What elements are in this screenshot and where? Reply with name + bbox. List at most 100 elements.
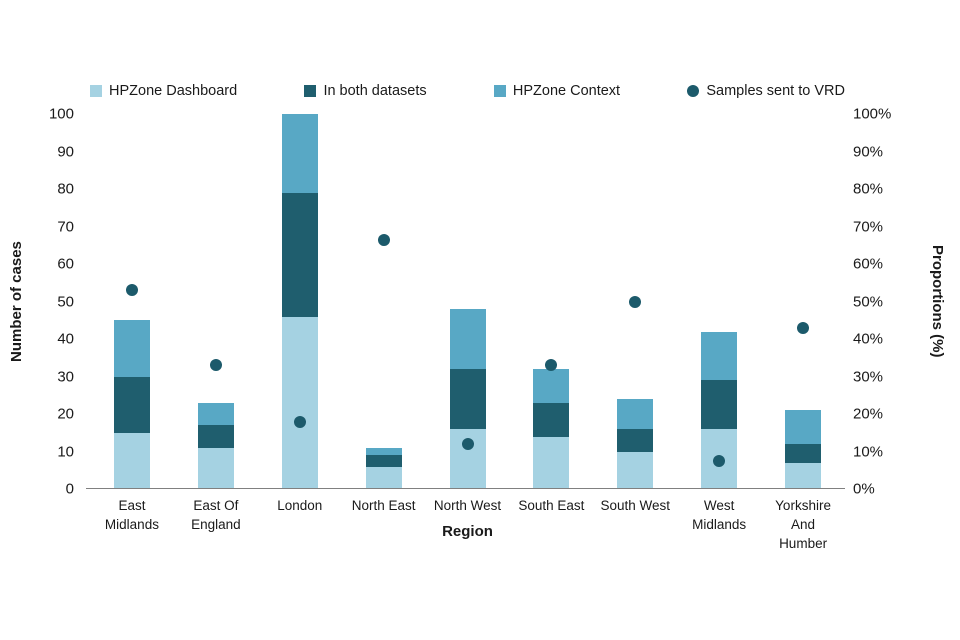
bars-container <box>90 114 845 489</box>
bar-segment-hpzone-context <box>449 309 486 369</box>
stacked-bar-north-west <box>449 309 486 489</box>
x-tick-south-west: South West <box>600 498 671 513</box>
bar-segment-in-both-datasets <box>449 369 486 429</box>
stacked-bar-east-midlands <box>113 320 150 489</box>
point-samples-sent-to-vrd <box>461 438 474 450</box>
point-samples-sent-to-vrd <box>797 321 810 334</box>
point-samples-sent-to-vrd <box>125 284 138 297</box>
legend: HPZone Dashboard In both datasets HPZone C… <box>90 83 845 99</box>
legend-label: HPZone Dashboard <box>109 83 238 99</box>
bar-segment-hpzone-dashboard <box>365 466 402 489</box>
bar-segment-in-both-datasets <box>617 429 654 452</box>
point-samples-sent-to-vrd <box>545 359 558 372</box>
bar-segment-in-both-datasets <box>113 376 150 433</box>
legend-item-hpzone-dashboard: HPZone Dashboard <box>90 83 237 99</box>
bar-segment-hpzone-dashboard <box>197 447 234 489</box>
point-samples-sent-to-vrd <box>377 233 390 246</box>
bar-segment-hpzone-context <box>281 114 318 193</box>
x-tick-south-east: South East <box>518 498 585 513</box>
y-tick-left-0: 0 <box>65 480 74 498</box>
legend-item-in-both-datasets: In both datasets <box>304 83 427 99</box>
plot-area <box>86 114 845 489</box>
y-axis-right: 0% 10% 20% 30% 40% 50% 60% 70% 80% 90% 100% <box>853 106 923 498</box>
y-tick-left-40: 40 <box>57 330 74 348</box>
x-tick-north-west: North West <box>433 498 502 513</box>
y-tick-right-100: 100% <box>853 105 892 123</box>
y-tick-right-0: 0% <box>853 480 875 498</box>
y-tick-left-70: 70 <box>57 218 74 235</box>
stacked-bar-yorkshire-and-humber <box>785 410 822 489</box>
stacked-bar-south-east <box>533 369 570 489</box>
x-tick-west-midlands: West Midlands <box>692 498 747 532</box>
bar-segment-hpzone-context <box>113 320 150 377</box>
bar-group-west-midlands <box>677 114 761 489</box>
stacked-bar-london <box>281 114 318 489</box>
y-tick-right-50: 50% <box>853 293 884 310</box>
bar-segment-in-both-datasets <box>281 192 318 317</box>
x-tick-yorkshire-and-humber: Yorkshire And Humber <box>775 498 831 551</box>
y-tick-left-10: 10 <box>57 443 74 460</box>
bar-segment-hpzone-dashboard <box>113 432 150 489</box>
y-tick-left-50: 50 <box>57 293 74 310</box>
y-tick-right-70: 70% <box>853 218 884 235</box>
bar-group-north-west <box>426 114 510 489</box>
bar-segment-in-both-datasets <box>533 402 570 437</box>
x-axis: East Midlands East Of England London North … <box>90 497 845 554</box>
legend-item-samples-sent-to-vrd: Samples sent to VRD <box>687 83 845 99</box>
x-axis-title: Region <box>442 523 493 540</box>
y-tick-left-20: 20 <box>57 405 74 423</box>
point-samples-sent-to-vrd <box>629 295 642 308</box>
stacked-bar-south-west <box>617 399 654 489</box>
bar-group-yorkshire-and-humber <box>761 114 845 489</box>
y-axis-title-right: Proportions (%) <box>929 245 946 358</box>
bar-group-london <box>258 114 342 489</box>
square-marker-icon <box>493 85 506 97</box>
bar-segment-in-both-datasets <box>701 380 738 429</box>
bar-group-north-east <box>342 114 426 489</box>
x-axis-line <box>86 488 845 489</box>
x-tick-north-east: North East <box>351 498 416 513</box>
bar-segment-hpzone-dashboard <box>281 316 318 489</box>
bar-segment-in-both-datasets <box>785 444 822 463</box>
bar-segment-hpzone-dashboard <box>785 462 822 489</box>
y-tick-right-90: 90% <box>853 143 884 160</box>
bar-segment-in-both-datasets <box>365 455 402 467</box>
bar-segment-hpzone-context <box>533 369 570 403</box>
y-tick-left-60: 60 <box>57 255 74 273</box>
y-tick-right-60: 60% <box>853 255 884 273</box>
y-tick-right-80: 80% <box>853 180 884 198</box>
bar-group-south-west <box>593 114 677 489</box>
point-samples-sent-to-vrd <box>713 454 726 467</box>
y-tick-left-100: 100 <box>48 105 74 123</box>
point-samples-sent-to-vrd <box>293 415 306 428</box>
legend-label: HPZone Context <box>512 83 621 99</box>
x-tick-london: London <box>277 498 323 513</box>
y-tick-right-30: 30% <box>853 368 884 385</box>
x-tick-east-of-england: East Of England <box>191 498 241 532</box>
square-marker-icon <box>90 85 102 97</box>
legend-label: In both datasets <box>323 83 427 99</box>
y-tick-left-80: 80 <box>57 180 74 198</box>
y-axis-left: 0 10 20 30 40 50 60 70 80 90 100 <box>0 106 80 498</box>
y-tick-right-20: 20% <box>853 405 884 423</box>
bar-segment-hpzone-context <box>197 402 234 426</box>
y-tick-right-10: 10% <box>853 443 884 460</box>
bar-segment-hpzone-context <box>617 399 654 429</box>
square-marker-icon <box>304 85 317 97</box>
bar-segment-hpzone-dashboard <box>617 451 654 489</box>
stacked-bar-east-of-england <box>197 402 234 489</box>
y-tick-right-40: 40% <box>853 330 884 348</box>
point-samples-sent-to-vrd <box>209 359 222 372</box>
stacked-bar-north-east <box>365 447 402 489</box>
y-tick-left-90: 90 <box>57 143 74 160</box>
x-tick-east-midlands: East Midlands <box>104 498 159 532</box>
bar-segment-hpzone-context <box>701 331 738 381</box>
bar-group-east-of-england <box>174 114 258 489</box>
legend-label: Samples sent to VRD <box>706 83 845 99</box>
bar-segment-hpzone-dashboard <box>533 436 570 489</box>
legend-item-hpzone-context: HPZone Context <box>493 83 621 99</box>
bar-group-south-east <box>509 114 593 489</box>
bar-segment-hpzone-context <box>365 447 402 456</box>
bar-group-east-midlands <box>90 114 174 489</box>
